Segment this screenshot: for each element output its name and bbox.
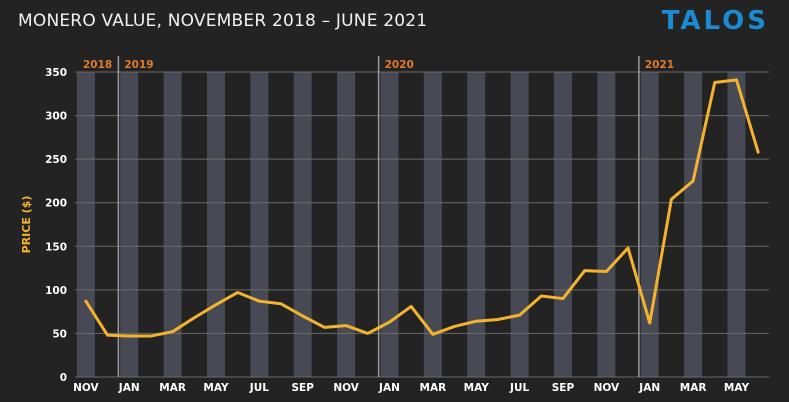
year-label: 2019 <box>124 59 153 71</box>
y-tick-label: 100 <box>45 285 67 297</box>
month-band <box>76 72 95 377</box>
y-tick-label: 200 <box>45 198 67 210</box>
y-tick-label: 50 <box>52 328 67 340</box>
year-label: 2021 <box>645 59 674 71</box>
month-band <box>163 72 182 377</box>
month-band <box>510 72 529 377</box>
month-band <box>206 72 225 377</box>
y-tick-label: 300 <box>45 111 67 123</box>
month-band <box>250 72 269 377</box>
month-band <box>684 72 703 377</box>
y-axis-label: PRICE ($) <box>20 196 33 254</box>
month-band <box>727 72 746 377</box>
month-band <box>380 72 399 377</box>
price-line <box>84 78 760 338</box>
x-tick-label: MAY <box>203 382 229 394</box>
talos-logo: TALOS <box>661 6 769 36</box>
x-tick-label: JAN <box>118 382 140 394</box>
x-tick-label: JUL <box>249 382 269 394</box>
month-band <box>337 72 356 377</box>
x-tick-label: MAY <box>724 382 750 394</box>
month-band <box>553 72 572 377</box>
month-band <box>120 72 139 377</box>
x-tick-label: JAN <box>638 382 660 394</box>
y-tick-label: 0 <box>60 372 67 384</box>
x-tick-label: SEP <box>552 382 575 394</box>
month-band <box>423 72 442 377</box>
year-label: 2018 <box>83 59 112 71</box>
year-label: 2020 <box>385 59 414 71</box>
month-band <box>467 72 486 377</box>
month-band <box>640 72 659 377</box>
y-tick-label: 150 <box>45 241 67 253</box>
x-tick-label: JAN <box>378 382 400 394</box>
x-tick-label: SEP <box>292 382 315 394</box>
x-tick-label: NOV <box>333 382 359 394</box>
x-tick-label: NOV <box>594 382 620 394</box>
chart-title: MONERO VALUE, NOVEMBER 2018 – JUNE 2021 <box>18 11 428 31</box>
x-tick-label: NOV <box>73 382 99 394</box>
month-band <box>293 72 312 377</box>
month-band <box>597 72 616 377</box>
x-tick-label: MAR <box>159 382 186 394</box>
x-tick-label: MAR <box>420 382 447 394</box>
y-tick-label: 250 <box>45 154 67 166</box>
y-tick-label: 350 <box>45 67 67 79</box>
x-tick-label: MAY <box>464 382 490 394</box>
x-tick-label: MAR <box>680 382 707 394</box>
x-tick-label: JUL <box>509 382 529 394</box>
